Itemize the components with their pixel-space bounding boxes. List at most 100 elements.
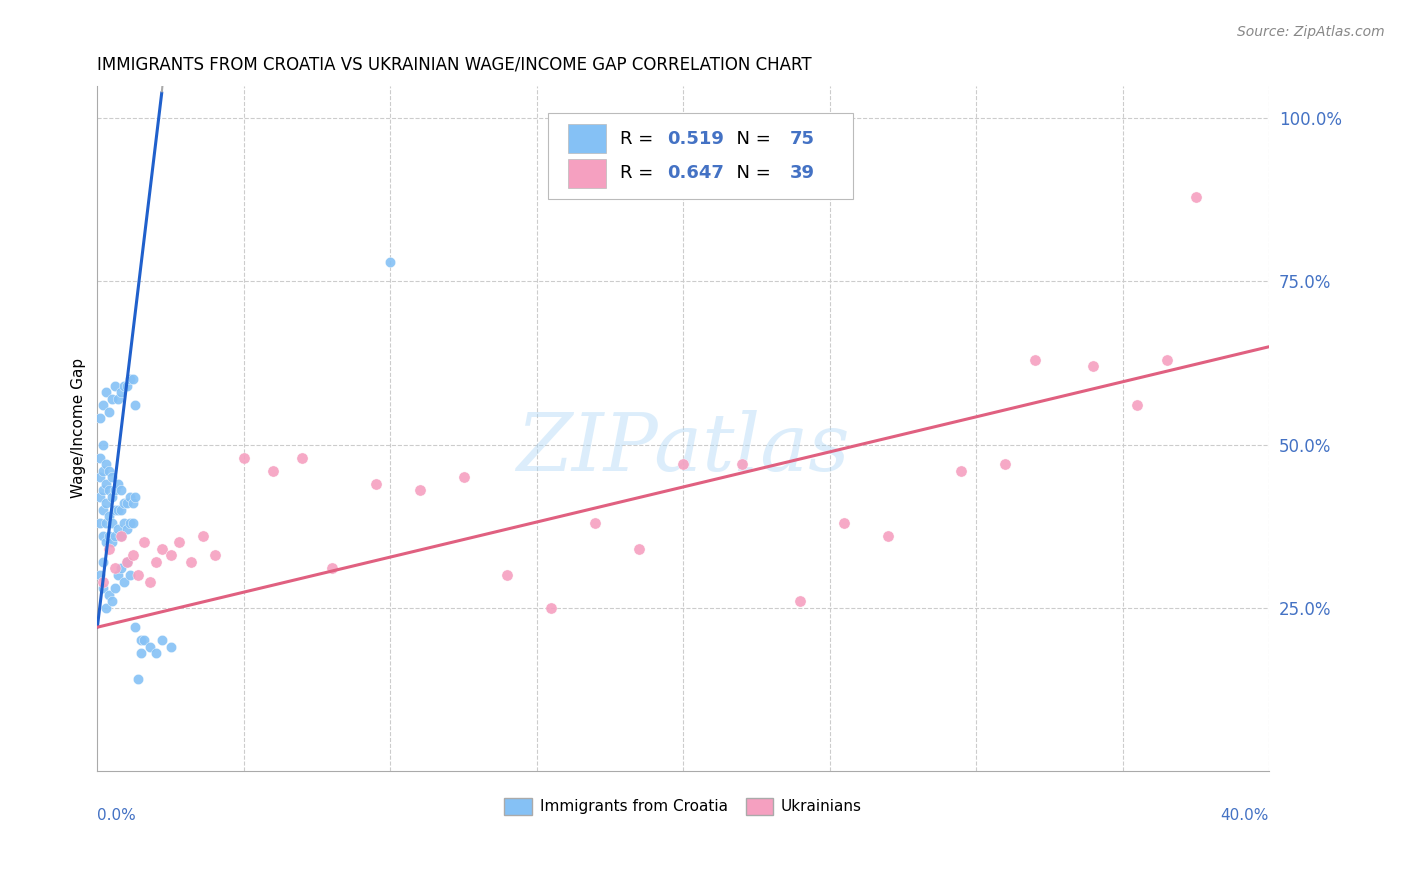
Point [118, 490, 141, 504]
Point [101, 516, 124, 530]
Point [145, 555, 167, 569]
Text: 0.647: 0.647 [666, 164, 724, 182]
Point [98, 483, 121, 498]
Point [731, 457, 754, 471]
Point [583, 516, 606, 530]
Point [98, 541, 121, 556]
Text: ZIPatlas: ZIPatlas [516, 410, 851, 488]
Point [159, 640, 181, 654]
Point [101, 392, 124, 406]
Point [121, 496, 143, 510]
Point [1185, 190, 1208, 204]
Point [110, 561, 132, 575]
Point [91, 437, 114, 451]
Text: N =: N = [725, 129, 778, 148]
Point [159, 549, 181, 563]
Point [994, 457, 1017, 471]
Point [91, 581, 114, 595]
Point [112, 379, 135, 393]
Point [101, 594, 124, 608]
Point [98, 588, 121, 602]
Point [94, 600, 117, 615]
Point [124, 620, 146, 634]
Point [101, 535, 124, 549]
Point [364, 476, 387, 491]
Point [127, 673, 149, 687]
Point [104, 503, 127, 517]
Point [129, 646, 152, 660]
Point [380, 255, 402, 269]
Bar [568, 124, 606, 153]
Point [150, 633, 173, 648]
Point [91, 574, 114, 589]
Point [98, 464, 121, 478]
Point [291, 450, 314, 465]
Point [204, 549, 226, 563]
Point [112, 496, 135, 510]
Point [94, 476, 117, 491]
Point [118, 568, 141, 582]
Point [191, 529, 214, 543]
Point [89, 490, 111, 504]
Point [877, 529, 900, 543]
Point [115, 522, 138, 536]
Point [112, 516, 135, 530]
Point [628, 541, 651, 556]
Point [94, 457, 117, 471]
Point [98, 509, 121, 524]
Point [118, 516, 141, 530]
Point [121, 549, 143, 563]
Point [150, 541, 173, 556]
Point [789, 594, 811, 608]
Point [107, 476, 129, 491]
Point [139, 640, 162, 654]
Point [115, 379, 138, 393]
Point [94, 516, 117, 530]
Legend: Immigrants from Croatia, Ukrainians: Immigrants from Croatia, Ukrainians [498, 791, 868, 822]
Point [139, 574, 162, 589]
Point [262, 464, 284, 478]
Point [104, 483, 127, 498]
Point [1126, 399, 1149, 413]
Bar [568, 159, 606, 187]
Point [91, 399, 114, 413]
Point [118, 372, 141, 386]
Point [950, 464, 973, 478]
Point [110, 385, 132, 400]
Y-axis label: Wage/Income Gap: Wage/Income Gap [72, 359, 86, 499]
Point [1156, 352, 1178, 367]
Text: R =: R = [620, 129, 659, 148]
Point [89, 568, 111, 582]
Point [115, 555, 138, 569]
FancyBboxPatch shape [548, 113, 853, 199]
Text: R =: R = [620, 164, 659, 182]
Text: 39: 39 [790, 164, 815, 182]
Point [453, 470, 475, 484]
Point [110, 529, 132, 543]
Point [94, 385, 117, 400]
Point [94, 535, 117, 549]
Text: 0.0%: 0.0% [97, 808, 136, 823]
Point [107, 392, 129, 406]
Point [834, 516, 856, 530]
Point [89, 470, 111, 484]
Point [127, 568, 149, 582]
Point [129, 633, 152, 648]
Point [408, 483, 430, 498]
Point [94, 496, 117, 510]
Point [115, 555, 138, 569]
Point [101, 470, 124, 484]
Point [89, 450, 111, 465]
Point [134, 633, 156, 648]
Point [180, 555, 202, 569]
Point [134, 535, 156, 549]
Point [232, 450, 254, 465]
Text: 40.0%: 40.0% [1220, 808, 1270, 823]
Point [98, 529, 121, 543]
Point [110, 503, 132, 517]
Point [91, 555, 114, 569]
Point [107, 568, 129, 582]
Point [110, 529, 132, 543]
Point [98, 405, 121, 419]
Point [91, 503, 114, 517]
